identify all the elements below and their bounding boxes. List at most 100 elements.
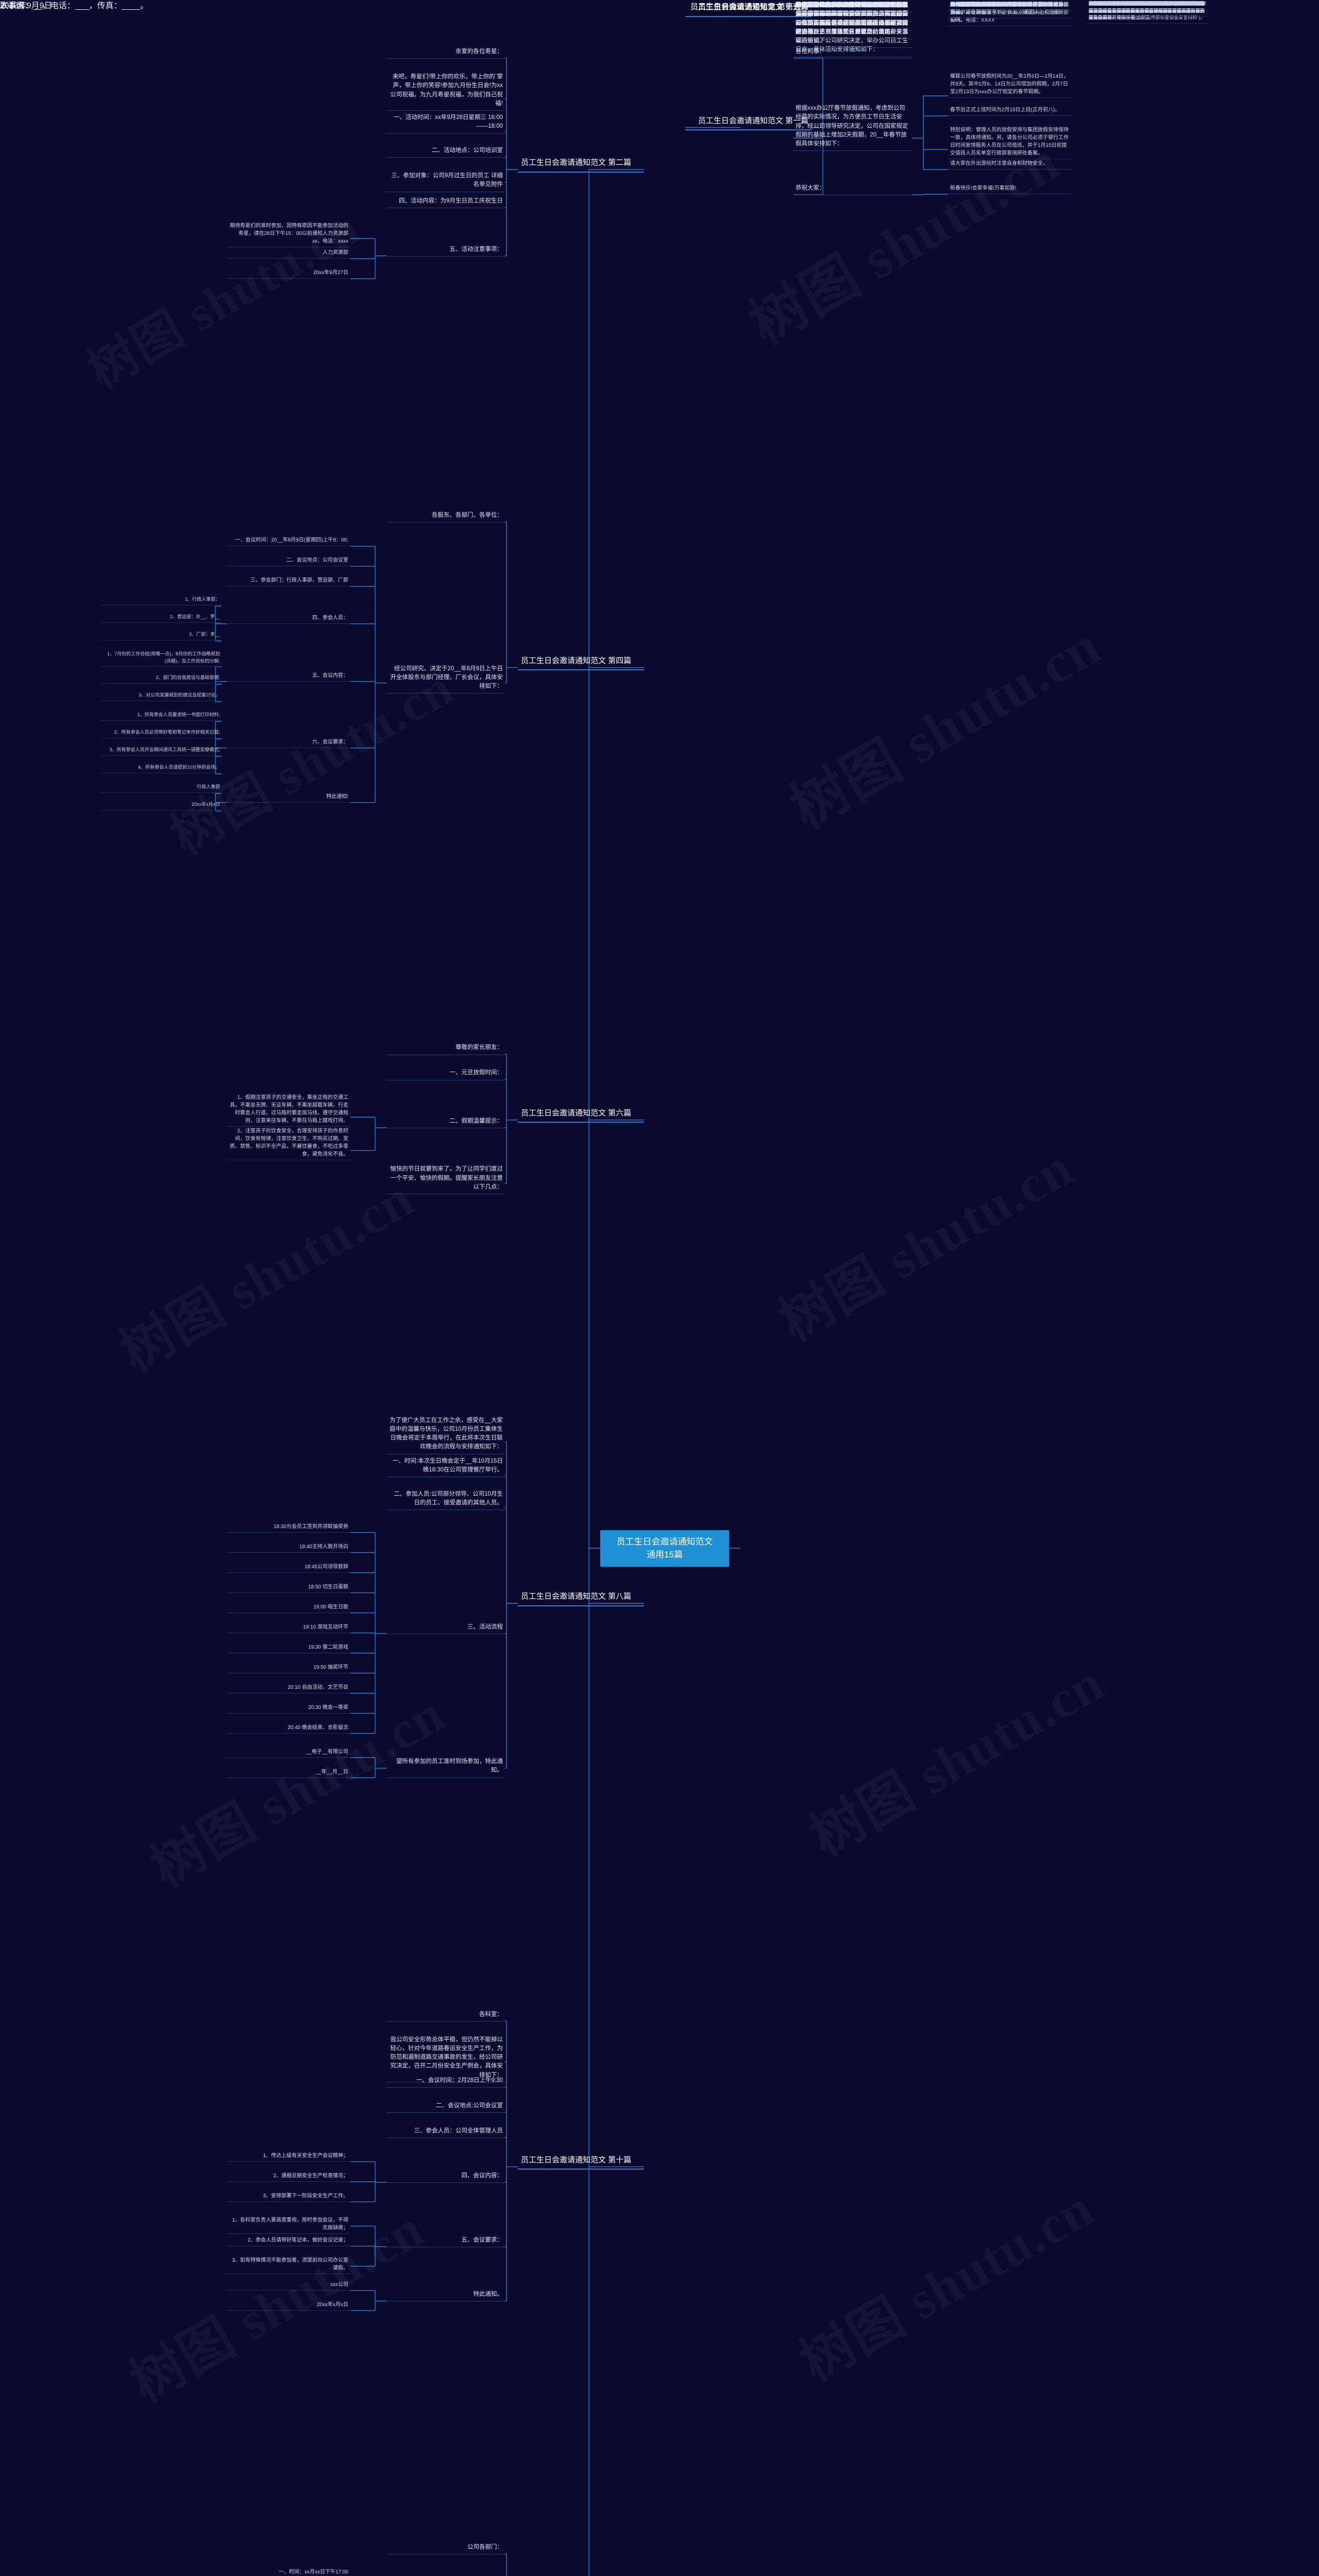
branch-topic-p10[interactable]: 员工生日会邀请通知范文 第十篇 <box>518 2153 644 2170</box>
topic-node-p3-29[interactable]: 2013年9月9日 <box>0 0 52 12</box>
topic-node-p6-4[interactable]: 1、假期注意孩子的交通安全，乘坐正规的交通工具，不乘坐无牌、无证车辆，不乘坐超载… <box>227 1093 350 1127</box>
topic-node-p4-3[interactable]: 一、会议时间：20__年8月9日(星期四)上午9：00; <box>227 535 350 547</box>
topic-node-p4-10[interactable]: 五、会议内容： <box>227 671 350 682</box>
topic-node-p8-14[interactable]: 20:30 晚会一等奖 <box>227 1703 350 1714</box>
topic-node-p9-12[interactable]: 客户投诉的处理为本年度工作的重中之重，投诉数量和去年同期相比有较大幅度的下降，这… <box>1087 0 1208 24</box>
topic-node-p4-6[interactable]: 四、参会人员： <box>227 613 350 624</box>
topic-node-p4-19[interactable]: 特此通知! <box>227 792 350 803</box>
topic-node-p8-17[interactable]: __电子__有限公司 <box>227 1747 350 1758</box>
topic-node-p8-4[interactable]: 三、活动流程 <box>386 1622 505 1634</box>
topic-node-p8-12[interactable]: 19:50 抽奖环节 <box>227 1663 350 1673</box>
topic-node-p10-10[interactable]: 五、会议要求： <box>386 2235 505 2247</box>
topic-node-p10-16[interactable]: 20xx年x月x日 <box>227 2300 350 2311</box>
topic-node-p4-9[interactable]: 3、厂部：李__ <box>100 631 222 640</box>
topic-node-p8-15[interactable]: 20:40 晚会结束、合影留念 <box>227 1723 350 1734</box>
topic-node-p4-7[interactable]: 1、行政人事部： <box>100 596 222 605</box>
topic-node-p8-18[interactable]: __年__月__日 <box>227 1767 350 1778</box>
topic-node-p10-9[interactable]: 3、安排部署下一阶段安全生产工作。 <box>227 2191 350 2202</box>
topic-node-p1-6[interactable]: 请大家在外出游玩时注意自身和财物安全。 <box>948 159 1072 170</box>
branch-topic-p2[interactable]: 员工生日会邀请通知范文 第二篇 <box>518 156 644 173</box>
topic-node-p4-1[interactable]: 各股东、各部门、各单位： <box>386 510 505 523</box>
topic-node-p4-20[interactable]: 行政人事部 <box>100 783 222 793</box>
topic-node-p10-2[interactable]: 我公司安全形势总体平稳，但仍然不能掉以轻心，针对今年道路春运安全生产工作，为防范… <box>386 2035 505 2082</box>
topic-node-p8-6[interactable]: 18:40主持人致开场白 <box>227 1542 350 1553</box>
topic-node-p10-13[interactable]: 3、如有特殊情况不能参加者，须提前向公司办公室请假。 <box>227 2256 350 2274</box>
topic-node-p10-1[interactable]: 各科室： <box>386 2009 505 2022</box>
topic-node-p8-8[interactable]: 18:50 切生日蛋糕 <box>227 1582 350 1593</box>
topic-node-p8-7[interactable]: 18:45公司领导致辞 <box>227 1562 350 1573</box>
topic-node-p15-13[interactable]: 20xx年x月x日 <box>948 0 1072 11</box>
topic-node-p4-12[interactable]: 2、部门的自我建设与基础管理; <box>100 674 222 684</box>
topic-node-p10-4[interactable]: 二、会议地点:公司会议室 <box>386 2100 505 2113</box>
topic-node-p15-2[interactable]: 又是一年花开时，在这个美好的日子里，我们迎来了属于大家共同的生日会。为了让每一位… <box>793 0 912 39</box>
topic-node-p2-6[interactable]: 四、活动内容：为9月生日员工庆祝生日 <box>386 196 505 209</box>
topic-node-p1-2[interactable]: 根据xxx办公厅春节放假通知，考虑到公司经营的实际情况，为方便员工节日生活安排，… <box>793 103 912 151</box>
topic-node-p10-5[interactable]: 三、参会人员：公司全体管理人员 <box>386 2126 505 2138</box>
branch-topic-p6[interactable]: 员工生日会邀请通知范文 第六篇 <box>518 1106 644 1123</box>
topic-node-p8-3[interactable]: 二、参加人员:公司部分领导、公司10月生日的员工、接受邀请的其他人员。 <box>386 1489 505 1510</box>
branch-topic-p1[interactable]: 员工生日会邀请通知范文 第一篇 <box>685 114 811 130</box>
branch-topic-p8[interactable]: 员工生日会邀请通知范文 第八篇 <box>518 1589 644 1606</box>
topic-node-p6-1[interactable]: 尊敬的家长朋友： <box>386 1042 505 1055</box>
topic-node-p8-16[interactable]: 望所有参加的员工准时到场参加，特此通知。 <box>386 1756 505 1778</box>
topic-node-p2-4[interactable]: 二、活动地点：公司培训室 <box>386 145 505 158</box>
topic-node-p4-21[interactable]: 20xx年x月x日 <box>100 801 222 810</box>
topic-node-p10-3[interactable]: 一、会议时间：2月28日上午9:30 <box>386 2075 505 2088</box>
topic-node-p4-5[interactable]: 三、参会部门：行政人事部、营运部、厂部 <box>227 575 350 587</box>
topic-node-p1-7[interactable]: 恭祝大家： <box>793 183 912 196</box>
topic-node-p2-7[interactable]: 五、活动注意事项： <box>386 244 505 257</box>
topic-node-p1-1[interactable]: 各位同事： <box>793 46 912 59</box>
topic-node-p4-11[interactable]: 1、7月份的工作总结(简略一点)，8月份的工作战略规划(详细)，及工作目标的分解… <box>100 650 222 667</box>
topic-node-p12-1[interactable]: 公司各部门： <box>386 2542 505 2555</box>
topic-node-p1-5[interactable]: 特别说明：管理人员的放假安排与集团放假安排保持一致，具体待通知。另，请各分公司必… <box>948 125 1072 159</box>
topic-node-p4-17[interactable]: 3、所有参会人员开会期间通讯工具统一调整安静模式; <box>100 746 222 756</box>
branch-topic-p15[interactable]: 员工生日会邀请通知范文 第十五篇 <box>685 0 811 17</box>
topic-node-p4-2[interactable]: 经公司研究、决定于20__年8月9日上午召开全体股东与部门经理、厂长会议，具体安… <box>386 664 505 694</box>
topic-node-p10-8[interactable]: 2、通报近期安全生产检查情况； <box>227 2171 350 2182</box>
topic-node-p4-14[interactable]: 六、会议要求： <box>227 737 350 748</box>
topic-node-p10-7[interactable]: 1、传达上级有关安全生产会议精神； <box>227 2151 350 2162</box>
topic-node-p11-2[interactable]: 为丰富员工的业余文化生活，增强企业凝聚力，营造温馨和谐的企业氛围，让员工感受到公… <box>793 0 912 48</box>
topic-node-p2-5[interactable]: 三、参加对象：公司9月过生日的员工 详细名单见附件 <box>386 171 505 192</box>
topic-node-p2-8[interactable]: 期待寿星们的准时参加，因特殊原因不能参加活动的寿星，请在28日下午15：00以前… <box>227 221 350 247</box>
topic-node-p15-7[interactable]: 三、邀请对象：当月生日员工及家属 <box>1087 0 1208 10</box>
topic-node-p8-1[interactable]: 为了使广大员工在工作之余，感受在__大家庭中的温馨与快乐，公司10月份员工集体生… <box>386 1415 505 1454</box>
topic-node-p8-9[interactable]: 19:00 唱生日歌 <box>227 1602 350 1613</box>
topic-node-p1-8[interactable]: 新春快乐!合家幸福!万事如意! <box>948 183 1072 194</box>
topic-node-p4-8[interactable]: 2、营运部：许__、罗__ <box>100 613 222 623</box>
topic-node-p12-3[interactable]: 一、时间：xx月xx日下午17:00 <box>227 2567 350 2576</box>
topic-node-p1-3[interactable]: 雁联公司春节放假时间为20__年2月6日—2月14日，共9天。其中2月6、14日… <box>948 72 1072 98</box>
topic-node-p10-11[interactable]: 1、各科室负责人要高度重视，按时参加会议，不得无故缺席； <box>227 2215 350 2234</box>
topic-node-p8-2[interactable]: 一、时间:本次生日晚会定于__年10月15日晚18:30在公司管理餐厅举行。 <box>386 1456 505 1477</box>
topic-node-p6-6[interactable]: 愉快的节日就要到来了。为了让同学们度过一个平安、愉快的假期。提醒家长朋友注意以下… <box>386 1164 505 1195</box>
topic-node-p6-3[interactable]: 二、假期温馨提示： <box>386 1116 505 1129</box>
topic-node-p9-13[interactable]: 在客户投诉的分析与改善上，我部能及时地做出相应的分析报告，并跟进改善效果。 <box>1087 0 1208 16</box>
topic-node-p2-1[interactable]: 亲爱的各位寿星： <box>386 46 505 59</box>
topic-node-p1-4[interactable]: 春节后正式上班时间为2月15日上班(正月初八)。 <box>948 105 1072 116</box>
topic-node-p7-2[interactable]: 夏去秋来，在这个金秋送爽的季节，我们又迎来了九月的生日会；无论季节怎样变化，都无… <box>793 0 912 30</box>
topic-node-p6-5[interactable]: 2、注意孩子的饮食安全，合理安排孩子的作息时间，饮食有规律，注意饮食卫生，不购买… <box>227 1126 350 1161</box>
topic-node-p10-12[interactable]: 2、参会人员请带好笔记本，做好会议记录； <box>227 2235 350 2246</box>
topic-node-p8-5[interactable]: 18:30与会员工签到并领取抽奖券 <box>227 1522 350 1533</box>
branch-topic-p4[interactable]: 员工生日会邀请通知范文 第四篇 <box>518 654 644 671</box>
topic-node-p4-4[interactable]: 二、会议地点：公司会议室 <box>227 555 350 567</box>
topic-node-p13-12[interactable]: 年度集体生日会、员工生日会、全体员工生日祝福活动的邀请与安排，由人力资源部统一组… <box>793 0 912 39</box>
topic-node-p4-18[interactable]: 4、所有参会人员请提前10分钟到会场。 <box>100 764 222 773</box>
topic-node-p3-2[interactable]: 为传递集团和公司的企业文化，增进员工对公司的归属感、增强员工凝聚力、提高员工稳定… <box>793 0 912 57</box>
topic-node-p13-3[interactable]: 第一行顶格写被邀请人的姓名或单位名称，后加冒号。 <box>948 0 1072 19</box>
topic-node-p3-28[interactable]: 人事部 <box>0 0 25 12</box>
topic-node-p2-10[interactable]: 20xx年9月27日 <box>227 268 350 279</box>
topic-node-p2-9[interactable]: 人力资源部 <box>227 248 350 259</box>
topic-node-p15-11[interactable]: 特此邀请！ <box>793 0 912 13</box>
topic-node-p5-16[interactable]: 联系人：__，电话：___，传真：____。 <box>0 0 148 12</box>
topic-node-p13-9[interactable]: 4、落款：写明邀请单位名称和发出邀请的日期。 <box>793 0 912 22</box>
topic-node-p8-10[interactable]: 19:10 游戏互动环节 <box>227 1622 350 1633</box>
topic-node-p4-15[interactable]: 1、所有参会人员要求统一书面打印材料; <box>100 711 222 721</box>
topic-node-p8-11[interactable]: 19:30 第二轮游戏 <box>227 1642 350 1653</box>
topic-node-p10-14[interactable]: 特此通知。 <box>386 2289 505 2302</box>
topic-node-p4-16[interactable]: 2、所有参会人员必须带好笔和笔记本作好相关记载; <box>100 728 222 738</box>
topic-node-p10-6[interactable]: 四、会议内容： <box>386 2171 505 2183</box>
topic-node-p10-15[interactable]: xxx公司 <box>227 2280 350 2291</box>
topic-node-p2-2[interactable]: 来吧，寿星们!带上你的欢乐，带上你的`掌声，带上你的笑容!参加九月份生日会!为x… <box>386 72 505 111</box>
topic-node-p2-3[interactable]: 一、活动时间：xx年9月28日星期三 16:00——18:00 <box>386 112 505 134</box>
